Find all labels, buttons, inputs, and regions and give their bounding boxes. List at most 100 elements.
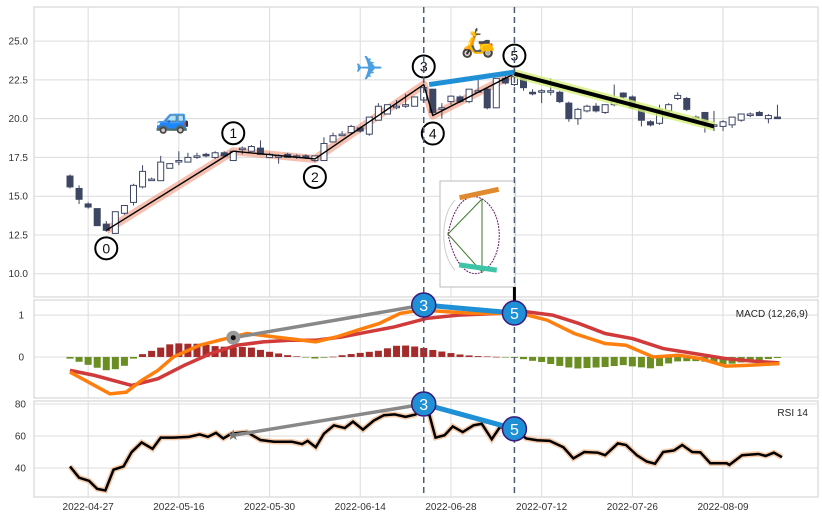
candle-bullish — [166, 163, 174, 169]
candle-bearish — [429, 88, 437, 113]
price-panel: 0 1 2 3 4 5 🚙 ✈ 🛵 — [66, 26, 781, 288]
macd-histogram-bar — [347, 354, 355, 357]
macd-y-tick-label: 0 — [18, 352, 24, 363]
scooter-icon: 🛵 — [461, 26, 496, 59]
macd-histogram-bar — [293, 356, 301, 357]
macd-histogram-bar — [139, 354, 147, 357]
candle-bullish — [737, 113, 745, 121]
candle-bullish — [547, 90, 555, 93]
y-tick-label: 10.0 — [9, 269, 29, 280]
macd-histogram-bar — [501, 356, 509, 358]
x-tick-label: 2022-05-30 — [244, 502, 296, 513]
candle-bullish — [393, 105, 401, 109]
pattern-point-label: 5 — [511, 48, 519, 64]
macd-histogram-bar — [755, 356, 763, 361]
macd-histogram-bar — [93, 356, 101, 368]
y-tick-label: 25.0 — [9, 37, 29, 48]
candle-bullish — [211, 152, 219, 158]
pattern-point-label: 0 — [102, 240, 110, 256]
macd-histogram-bar — [429, 350, 437, 357]
pattern-point-label: 1 — [229, 125, 237, 141]
panel-frame — [33, 6, 819, 298]
coaster-train — [459, 186, 500, 201]
pattern-point-marker — [302, 164, 327, 189]
macd-histogram-bar — [556, 356, 564, 366]
grid: 2022-04-27 2022-05-16 2022-05-30 2022-06-14… — [9, 6, 819, 513]
macd-histogram-bar — [383, 348, 391, 357]
candle-bullish — [728, 116, 736, 126]
pivot-label: 5 — [510, 306, 519, 323]
macd-histogram-bar — [592, 356, 600, 368]
macd-histogram-bar — [683, 356, 691, 362]
macd-histogram-bar — [619, 356, 627, 366]
macd-histogram-bar — [247, 347, 255, 357]
x-tick-label: 2022-07-26 — [607, 502, 659, 513]
pattern-point-marker — [420, 121, 445, 146]
y-tick-label: 15.0 — [9, 192, 29, 203]
macd-histogram-bar — [719, 356, 727, 365]
pattern-point-marker — [221, 121, 246, 146]
candle-bullish — [347, 125, 355, 134]
x-tick-label: 2022-06-14 — [335, 502, 387, 513]
macd-histogram-bar — [193, 343, 201, 357]
macd-histogram-bar — [565, 356, 573, 368]
pivot-label: 5 — [510, 422, 519, 439]
macd-histogram-bar — [311, 356, 319, 359]
candle-bullish — [574, 108, 582, 120]
candle-bearish — [773, 116, 781, 120]
candle-bullish — [157, 161, 165, 182]
macd-histogram-bar — [520, 356, 527, 360]
candle-bullish — [492, 77, 500, 109]
macd-histogram-bar — [529, 356, 537, 361]
candle-bullish — [329, 135, 337, 143]
candle-bearish — [556, 91, 564, 103]
macd-histogram-bar — [547, 356, 555, 365]
macd-histogram-bar — [492, 356, 500, 358]
candle-bearish — [683, 97, 691, 110]
macd-panel — [66, 308, 781, 396]
divergence-line-highlight — [423, 302, 515, 316]
candle-bearish — [66, 175, 74, 188]
macd-histogram-bar — [275, 353, 283, 357]
macd-histogram-bar — [256, 349, 264, 357]
candle-bullish — [175, 160, 183, 163]
candle-bullish — [583, 105, 591, 112]
candle-bullish — [746, 113, 754, 117]
rsi-y-tick-label: 40 — [15, 464, 27, 475]
pattern-point-marker — [502, 43, 527, 68]
rsi-panel — [67, 398, 784, 494]
macd-line — [69, 308, 780, 396]
macd-histogram-bar — [438, 351, 446, 357]
candle-bearish — [75, 187, 83, 200]
candle-bearish — [483, 88, 491, 109]
macd-label: MACD (12,26,9) — [736, 309, 808, 320]
pattern-point-marker — [94, 236, 119, 261]
candle-bullish — [674, 94, 682, 99]
candle-bearish — [646, 121, 654, 126]
macd-histogram-bar — [266, 351, 274, 357]
airplane-icon: ✈ — [355, 49, 384, 89]
macd-histogram-bar — [474, 356, 482, 357]
roller-coaster-inset — [439, 180, 516, 288]
macd-histogram-bar — [374, 350, 382, 357]
macd-histogram-bar — [329, 356, 337, 358]
macd-histogram-bar — [402, 345, 410, 357]
macd-histogram-bar — [102, 356, 110, 371]
car-icon: 🚙 — [155, 102, 190, 135]
macd-histogram-bar — [746, 356, 754, 362]
candle-bullish — [538, 90, 546, 93]
macd-histogram-bar — [393, 345, 401, 357]
candle-bearish — [84, 203, 92, 208]
candle-bearish — [93, 208, 101, 227]
macd-histogram-bar — [674, 356, 682, 362]
macd-histogram-bar — [238, 347, 246, 357]
candle-bearish — [565, 102, 573, 120]
star-marker-icon: ★ — [227, 426, 240, 444]
pivot-marker — [410, 292, 437, 318]
highlight-segment — [428, 69, 515, 88]
candle-bullish — [447, 95, 455, 103]
macd-histogram-bar — [656, 356, 664, 367]
y-tick-label: 17.5 — [9, 153, 29, 164]
macd-histogram-bar — [610, 356, 618, 367]
